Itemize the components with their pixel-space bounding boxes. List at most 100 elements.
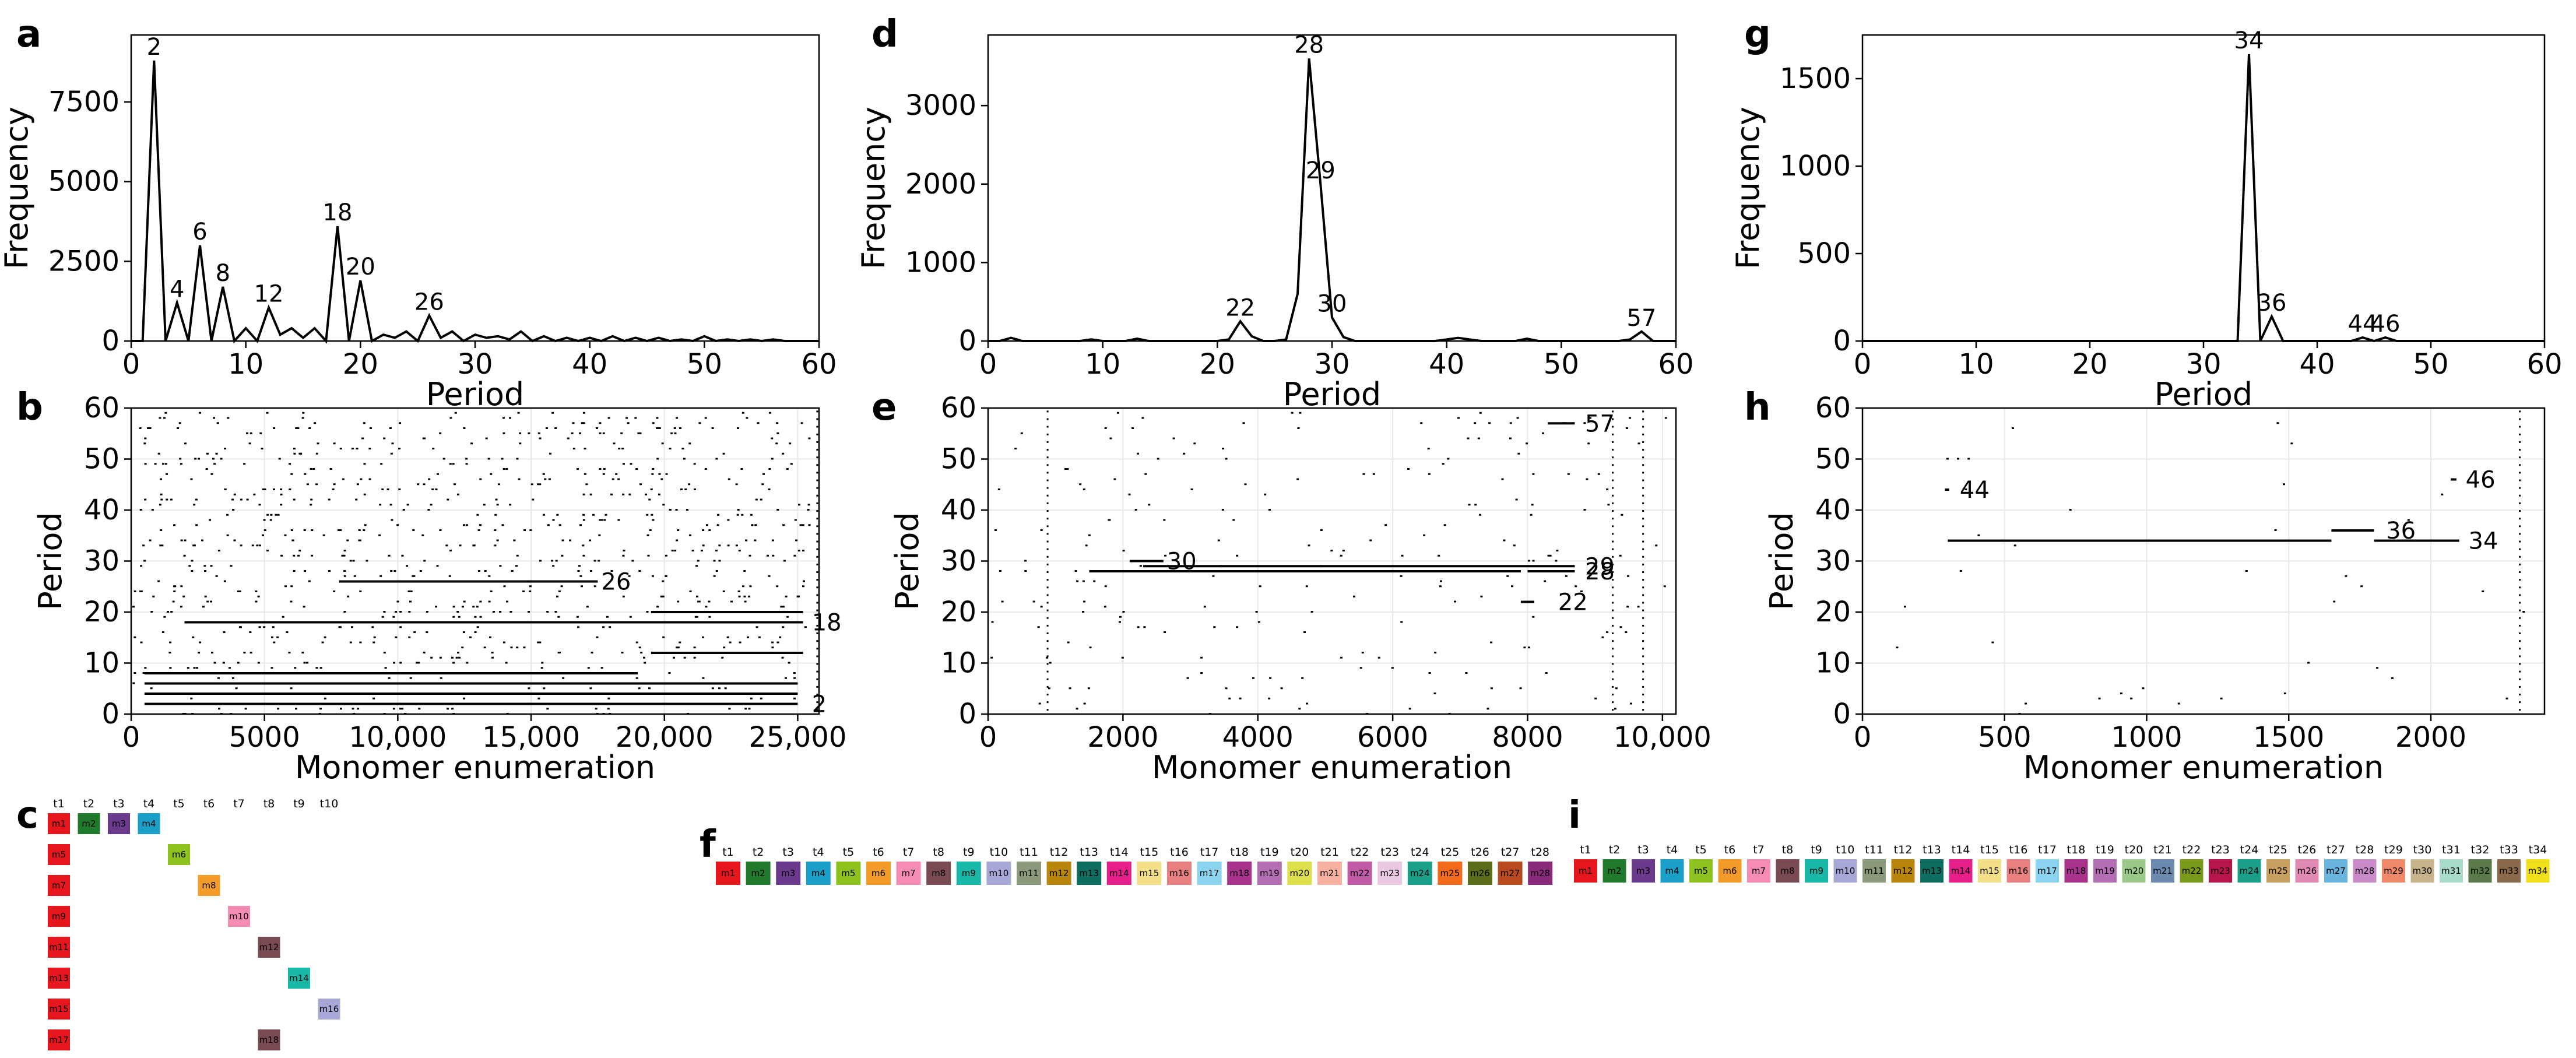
scatter-dot	[715, 550, 718, 551]
scatter-dot	[698, 422, 701, 424]
scatter-dot	[793, 677, 796, 679]
grid-cell	[2122, 859, 2146, 883]
column-dot	[1642, 556, 1644, 558]
scatter-dot	[1268, 697, 1271, 700]
scatter-dot	[749, 585, 752, 588]
grid-cell	[1046, 862, 1071, 885]
scatter-dot	[284, 585, 287, 588]
scatter-dot	[600, 519, 603, 521]
scatter-dot	[1625, 631, 1628, 633]
column-dot	[2519, 648, 2521, 650]
scatter-dot	[496, 539, 499, 542]
column-dot	[1642, 441, 1644, 443]
scatter-dot	[532, 498, 535, 501]
scatter-dot	[780, 606, 783, 608]
scatter-dot	[392, 708, 395, 710]
scatter-dot	[439, 432, 442, 434]
scatter-dot	[785, 595, 788, 597]
grid-header: t20	[1291, 846, 1309, 859]
column-dot	[1642, 563, 1644, 565]
scatter-dot	[180, 463, 182, 465]
column-dot	[816, 533, 818, 535]
scatter-dot	[251, 544, 254, 547]
scatter-dot	[205, 468, 208, 470]
scatter-dot	[1242, 422, 1245, 424]
scatter-dot	[542, 473, 545, 475]
scatter-dot	[1434, 652, 1437, 653]
x-tick-label: 50	[2413, 348, 2448, 381]
scatter-dot	[646, 514, 649, 516]
scatter-dot	[635, 641, 638, 644]
grid-header: t8	[933, 846, 944, 859]
x-tick-label: 50	[687, 348, 722, 381]
x-tick-label: 0	[122, 348, 140, 381]
scatter-dot	[206, 600, 209, 603]
y-tick-label: 30	[1815, 545, 1851, 578]
scatter-dot	[301, 652, 304, 653]
grid-cell	[48, 813, 70, 834]
scatter-dot	[1377, 656, 1380, 659]
scatter-dot	[435, 606, 438, 608]
grid-cell	[48, 875, 70, 896]
scatter-dot	[715, 570, 718, 572]
annotation-label: 12	[254, 281, 284, 308]
scatter-dot	[437, 473, 440, 475]
scatter-dot	[598, 534, 601, 536]
column-dot	[1046, 617, 1049, 619]
scatter-dot	[172, 600, 175, 603]
scatter-dot	[776, 509, 779, 511]
scatter-dot	[257, 662, 260, 664]
column-dot	[816, 456, 818, 459]
grid-header: t10	[990, 846, 1008, 859]
scatter-dot	[600, 667, 603, 669]
scatter-dot	[510, 646, 513, 649]
scatter-dot	[1137, 452, 1140, 455]
column-dot	[2519, 632, 2521, 634]
scatter-dot	[599, 468, 602, 470]
grid-cell	[1317, 862, 1342, 885]
scatter-dot	[272, 626, 275, 628]
grid-cell	[108, 813, 130, 834]
scatter-dot	[1157, 458, 1159, 460]
scatter-dot	[509, 504, 512, 506]
scatter-dot	[423, 483, 426, 486]
grid-cell	[48, 999, 70, 1020]
scatter-dot	[999, 570, 1001, 572]
scatter-dot	[169, 641, 172, 644]
scatter-dot	[477, 570, 480, 572]
scatter-dot	[462, 524, 465, 526]
scatter-dot	[169, 667, 172, 669]
scatter-dot	[757, 422, 760, 424]
annotation-label: 34	[2469, 528, 2498, 555]
scatter-dot	[802, 524, 804, 526]
scatter-dot	[393, 570, 396, 572]
grid-cell-label: m10	[1836, 866, 1855, 876]
scatter-dot	[2307, 662, 2310, 664]
scatter-dot	[133, 636, 136, 638]
column-dot	[1046, 433, 1049, 435]
column-dot	[816, 441, 818, 443]
scatter-dot	[596, 636, 599, 638]
column-dot	[1612, 586, 1614, 589]
column-dot	[1046, 533, 1049, 535]
scatter-dot	[1438, 554, 1440, 557]
scatter-dot	[328, 570, 331, 572]
scatter-dot	[139, 427, 142, 429]
scatter-dot	[413, 575, 416, 577]
scatter-dot	[395, 636, 398, 638]
scatter-dot	[1532, 616, 1535, 618]
scatter-dot	[593, 585, 596, 588]
grid-cell	[1891, 859, 1915, 883]
grid-cell-label: m4	[142, 818, 156, 829]
scatter-dot	[562, 677, 565, 679]
grid-cell	[48, 1029, 70, 1050]
grid-header: t4	[813, 846, 824, 859]
scatter-dot	[351, 448, 354, 449]
annotation-label: 57	[1585, 410, 1615, 437]
scatter-dot	[263, 519, 266, 521]
scatter-dot	[592, 514, 595, 516]
scatter-dot	[668, 672, 671, 674]
grid-header: t17	[2038, 843, 2057, 856]
column-dot	[1642, 571, 1644, 573]
grid-cell	[1660, 859, 1684, 883]
